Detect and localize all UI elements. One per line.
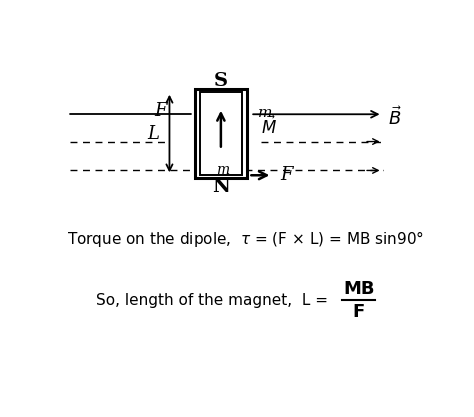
Text: S: S (214, 72, 228, 90)
Bar (200, 93, 242, 175)
Text: F: F (353, 303, 365, 321)
Text: F: F (281, 166, 293, 184)
Text: m: m (216, 163, 229, 178)
Text: $\vec{M}$: $\vec{M}$ (261, 116, 277, 138)
Text: N: N (212, 178, 230, 196)
Bar (195, 88, 246, 178)
Text: MB: MB (343, 280, 374, 298)
Text: L: L (147, 125, 159, 143)
Text: F: F (154, 102, 166, 120)
Text: $\vec{B}$: $\vec{B}$ (388, 106, 402, 129)
Text: m: m (258, 106, 272, 120)
Text: So, length of the magnet,  L =: So, length of the magnet, L = (96, 293, 333, 308)
Text: Torque on the dipole,  $\tau$ = (F $\times$ L) = MB sin90°: Torque on the dipole, $\tau$ = (F $\time… (66, 229, 424, 249)
